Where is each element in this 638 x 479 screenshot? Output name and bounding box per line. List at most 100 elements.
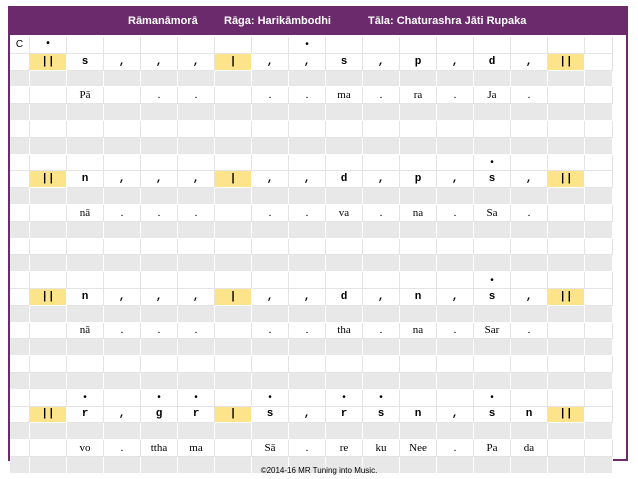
blank-cell [437,356,474,373]
swara-cell: , [437,289,474,306]
sahitya-cell: ku [363,440,400,457]
blank-cell [10,457,30,474]
swara-cell: , [252,289,289,306]
blank-cell [10,356,30,373]
blank-cell [178,70,215,88]
swara-cell: , [363,289,400,306]
blank-cell [141,356,178,373]
copyright-footer: ©2014-16 MR Tuning into Music. [260,466,378,475]
blank-cell [252,305,289,323]
tala-label: Tāla: Chaturashra Jāti Rupaka [368,15,527,27]
blank-cell [104,70,141,88]
dots-cell [10,389,30,407]
swara-cell: , [289,406,326,424]
blank-cell [326,423,363,441]
sahitya-cell: . [252,205,289,222]
sahitya-cell [215,205,252,222]
blank-cell [30,221,67,239]
dots-cell [289,389,326,407]
blank-cell [252,137,289,155]
dots-cell [548,389,585,407]
dots-cell [511,154,548,172]
blank-cell [437,339,474,357]
blank-cell [363,356,400,373]
blank-cell [141,339,178,357]
swara-cell: p [400,53,437,71]
sahitya-cell: . [511,322,548,340]
blank-cell [474,423,511,441]
raga-name: Rāmanāmorā [128,15,198,27]
sahitya-cell: . [511,87,548,105]
blank-cell [141,137,178,155]
blank-cell [548,104,585,121]
blank-cell [548,137,585,155]
blank-cell [326,356,363,373]
sahitya-cell: Sa [474,205,511,222]
sahitya-cell [30,87,67,105]
sahitya-cell [10,205,30,222]
blank-cell [252,238,289,256]
blank-cell [67,255,104,273]
blank-cell [585,137,613,155]
dots-cell [400,389,437,407]
dots-cell [67,154,104,172]
swara-cell: r [178,406,215,424]
sahitya-cell [10,440,30,457]
sahitya-cell: nā [67,322,104,340]
blank-cell [10,423,30,441]
sahitya-cell: Ja [474,87,511,105]
sahitya-cell: . [289,205,326,222]
blank-cell [363,221,400,239]
dots-cell [548,154,585,172]
swara-cell: , [141,171,178,189]
blank-cell [363,238,400,256]
blank-cell [104,238,141,256]
blank-cell [363,457,400,474]
swara-cell: | [215,171,252,189]
blank-cell [289,238,326,256]
blank-cell [548,121,585,138]
blank-cell [252,70,289,88]
dots-cell [10,272,30,289]
blank-cell [215,221,252,239]
blank-cell [30,339,67,357]
blank-cell [326,221,363,239]
blank-cell [400,70,437,88]
blank-cell [141,255,178,273]
swara-cell [10,171,30,189]
blank-cell [215,255,252,273]
blank-cell [326,121,363,138]
blank-cell [400,339,437,357]
blank-cell [252,255,289,273]
swara-cell [10,53,30,71]
sahitya-cell: da [511,440,548,457]
blank-cell [585,188,613,205]
swara-cell: n [67,289,104,306]
swara-cell: n [511,406,548,424]
swara-cell [585,289,613,306]
blank-cell [141,373,178,390]
dots-cell [178,37,215,54]
blank-cell [215,356,252,373]
blank-cell [67,121,104,138]
swara-cell: s [326,53,363,71]
blank-cell [363,423,400,441]
blank-cell [178,373,215,390]
blank-cell [141,305,178,323]
dots-cell [548,272,585,289]
blank-cell [215,423,252,441]
sahitya-cell: . [289,440,326,457]
dots-cell [67,272,104,289]
dots-cell: • [141,389,178,407]
sahitya-cell: Sā [252,440,289,457]
blank-cell [326,70,363,88]
blank-cell [67,356,104,373]
dots-cell [141,154,178,172]
blank-cell [326,238,363,256]
blank-cell [585,339,613,357]
dots-cell [104,154,141,172]
blank-cell [215,238,252,256]
swara-cell: , [252,171,289,189]
dots-cell [474,37,511,54]
dots-cell: • [474,272,511,289]
